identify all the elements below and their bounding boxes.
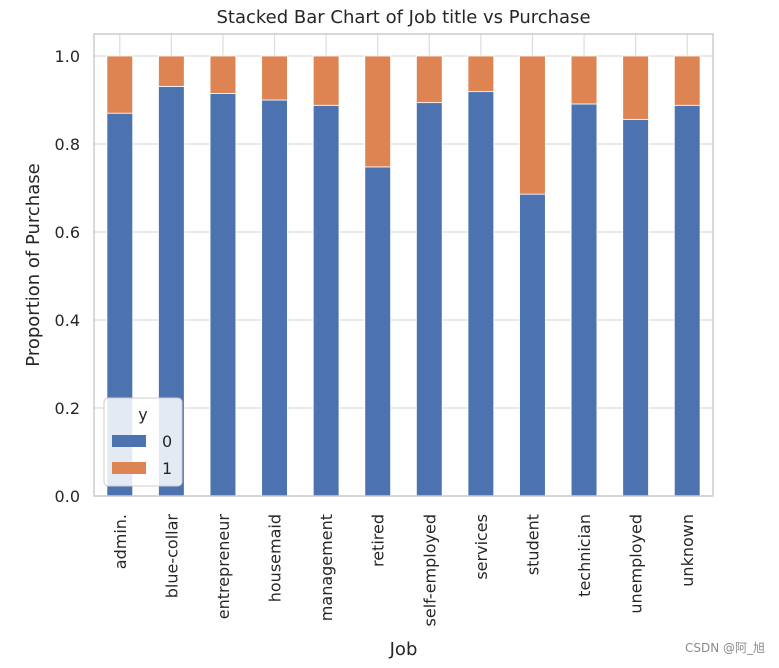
- legend-swatch-1: [112, 462, 146, 474]
- watermark: CSDN @阿_旭: [684, 641, 765, 655]
- bars: [106, 55, 701, 497]
- bar-housemaid-series-0: [261, 99, 288, 497]
- bar-blue-collar-series-1: [158, 55, 185, 87]
- bar-entrepreneur-series-0: [209, 93, 237, 497]
- y-axis-ticks: 0.0 0.2 0.4 0.6 0.8 1.0: [55, 47, 80, 506]
- bar-self-employed-series-1: [415, 55, 443, 104]
- bar-housemaid-series-1: [261, 55, 288, 101]
- plot-frame: [93, 33, 714, 497]
- x-tick-label: management: [317, 514, 336, 621]
- bar-unknown-series-1: [673, 55, 701, 106]
- bar-entrepreneur-series-1: [209, 55, 237, 94]
- x-tick-label: unemployed: [627, 514, 646, 614]
- y-tick-label: 0.8: [55, 135, 80, 154]
- bar-services-series-1: [467, 55, 495, 93]
- legend-label-1: 1: [162, 459, 172, 478]
- x-tick-label: technician: [575, 514, 594, 597]
- x-tick-label: self-employed: [420, 514, 439, 626]
- plot-area: [94, 34, 713, 496]
- x-axis-label: Job: [389, 639, 418, 660]
- y-axis-label: Proportion of Purchase: [23, 163, 44, 366]
- bar-unemployed-series-0: [622, 118, 649, 497]
- bar-technician-series-0: [570, 103, 598, 497]
- y-tick-label: 0.4: [55, 311, 80, 330]
- bar-services-series-0: [467, 91, 495, 497]
- legend-entries: 01: [112, 432, 172, 478]
- bar-unknown-series-0: [673, 104, 701, 497]
- bar-management-series-0: [312, 104, 340, 497]
- bar-management-series-1: [312, 55, 340, 106]
- bar-student-series-0: [519, 193, 546, 497]
- y-tick-label: 0.2: [55, 399, 80, 418]
- legend-swatch-0: [112, 435, 146, 447]
- x-tick-label: housemaid: [266, 514, 285, 602]
- y-tick-label: 1.0: [55, 47, 80, 66]
- x-tick-label: student: [523, 514, 542, 575]
- legend-label-0: 0: [162, 432, 172, 451]
- x-tick-label: admin.: [111, 514, 130, 569]
- bar-unemployed-series-1: [622, 55, 649, 120]
- bar-self-employed-series-0: [415, 102, 443, 497]
- x-tick-label: unknown: [678, 514, 697, 587]
- x-tick-label: blue-collar: [162, 514, 181, 599]
- bar-admin-series-1: [106, 55, 134, 114]
- x-axis-ticks: admin. blue-collar entrepreneur housemaid ma…: [111, 514, 697, 627]
- chart-title: Stacked Bar Chart of Job title vs Purcha…: [216, 7, 590, 28]
- bar-student-series-1: [519, 55, 546, 195]
- bar-retired-series-1: [364, 55, 392, 168]
- legend-title: y: [138, 405, 147, 424]
- x-tick-label: services: [472, 514, 491, 580]
- x-tick-label: retired: [369, 514, 388, 567]
- y-tick-label: 0.0: [55, 487, 80, 506]
- x-tick-label: entrepreneur: [214, 514, 233, 620]
- y-tick-label: 0.6: [55, 223, 80, 242]
- bar-retired-series-0: [364, 166, 392, 497]
- legend: y 01: [103, 397, 183, 487]
- bar-technician-series-1: [570, 55, 598, 105]
